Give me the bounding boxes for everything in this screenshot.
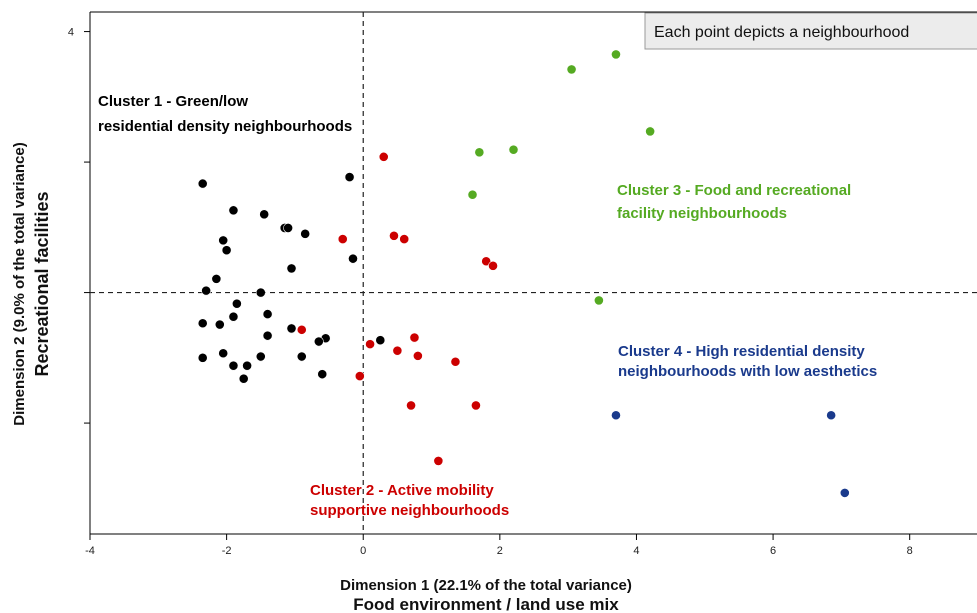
x-tick-label: -2 bbox=[222, 545, 232, 557]
plot-frame bbox=[89, 11, 977, 535]
cluster-1-point bbox=[300, 228, 311, 239]
cluster-1-point bbox=[283, 223, 293, 233]
cluster-2-points bbox=[296, 151, 498, 466]
cluster-3-label-line2: facility neighbourhoods bbox=[617, 205, 787, 222]
cluster-4-label: Cluster 4 - High residential density nei… bbox=[618, 343, 877, 380]
y-axis: 4 bbox=[68, 27, 90, 424]
cluster-1-point bbox=[197, 352, 208, 363]
cluster-1-label-line2: residential density neighbourhoods bbox=[98, 118, 352, 135]
cluster-2-label: Cluster 2 - Active mobility supportive n… bbox=[310, 482, 509, 519]
cluster-2-label-line2: supportive neighbourhoods bbox=[310, 502, 509, 519]
cluster-1-label: Cluster 1 - Green/low residential densit… bbox=[98, 93, 352, 135]
cluster-1-point bbox=[211, 273, 222, 284]
cluster-3-point bbox=[566, 64, 577, 75]
cluster-3-point bbox=[611, 49, 621, 60]
cluster-2-label-line1: Cluster 2 - Active mobility bbox=[310, 482, 494, 499]
x-axis: -4 -2 0 2 4 6 8 bbox=[85, 534, 913, 557]
cluster-1-point bbox=[228, 311, 239, 322]
cluster-1-point bbox=[262, 309, 273, 320]
x-tick-label: 8 bbox=[907, 545, 913, 557]
cluster-2-point bbox=[412, 350, 423, 361]
cluster-1-point bbox=[214, 319, 225, 330]
cluster-2-point bbox=[488, 260, 498, 271]
cluster-1-point bbox=[259, 209, 270, 220]
x-tick-label: -4 bbox=[85, 545, 95, 557]
cluster-1-point bbox=[286, 323, 297, 334]
cluster-3-label-line1: Cluster 3 - Food and recreational bbox=[617, 182, 851, 199]
note-text: Each point depicts a neighbourhood bbox=[654, 24, 909, 41]
cluster-4-label-line2: neighbourhoods with low aesthetics bbox=[618, 363, 877, 380]
cluster-2-point bbox=[433, 456, 444, 466]
cluster-1-point bbox=[231, 298, 242, 309]
cluster-1-point bbox=[197, 178, 208, 189]
cluster-3-point bbox=[474, 147, 485, 158]
cluster-1-label-line1: Cluster 1 - Green/low bbox=[98, 93, 248, 110]
cluster-1-point bbox=[286, 263, 297, 274]
cluster-1-point bbox=[317, 369, 328, 380]
y-tick-label: 4 bbox=[68, 27, 74, 39]
cluster-4-points bbox=[611, 410, 850, 498]
cluster-3-point bbox=[508, 144, 519, 155]
x-tick-label: 6 bbox=[770, 545, 776, 557]
cluster-3-label: Cluster 3 - Food and recreational facili… bbox=[617, 182, 851, 222]
cluster-2-point bbox=[296, 324, 307, 335]
cluster-2-point bbox=[406, 400, 416, 411]
cluster-1-point bbox=[228, 360, 239, 371]
x-tick-label: 4 bbox=[633, 545, 639, 557]
cluster-3-point bbox=[645, 126, 656, 137]
cluster-2-point bbox=[365, 339, 375, 350]
x-tick-label: 2 bbox=[497, 545, 503, 557]
cluster-1-point bbox=[262, 330, 273, 341]
cluster-3-points bbox=[467, 49, 656, 306]
cluster-2-point bbox=[471, 400, 481, 411]
cluster-2-point bbox=[399, 234, 410, 244]
cluster-4-label-line1: Cluster 4 - High residential density bbox=[618, 343, 865, 360]
cluster-1-points bbox=[197, 172, 386, 384]
cluster-3-point bbox=[467, 189, 478, 200]
cluster-1-point bbox=[201, 285, 212, 296]
y-axis-title: Dimension 2 (9.0% of the total variance) bbox=[11, 142, 28, 425]
cluster-1-point bbox=[255, 351, 266, 362]
y-axis-subtitle: Recreational facilities bbox=[32, 191, 52, 376]
cluster-2-point bbox=[337, 234, 348, 244]
reference-lines bbox=[90, 12, 977, 534]
cluster-2-point bbox=[450, 356, 461, 367]
cluster-4-point bbox=[839, 487, 850, 498]
cluster-1-point bbox=[218, 348, 229, 359]
cluster-4-point bbox=[826, 410, 837, 421]
x-axis-subtitle: Food environment / land use mix bbox=[353, 595, 619, 613]
cluster-2-point bbox=[354, 371, 365, 381]
cluster-1-point bbox=[255, 287, 266, 298]
cluster-2-point bbox=[481, 256, 492, 267]
cluster-1-point bbox=[197, 318, 208, 329]
cluster-2-point bbox=[389, 230, 399, 241]
cluster-1-point bbox=[313, 336, 324, 347]
cluster-1-point bbox=[242, 360, 253, 371]
cluster-1-point bbox=[228, 205, 239, 216]
cluster-1-point bbox=[296, 351, 307, 362]
cluster-4-point bbox=[611, 410, 621, 421]
x-axis-title: Dimension 1 (22.1% of the total variance… bbox=[340, 577, 632, 594]
note-box: Each point depicts a neighbourhood bbox=[644, 12, 977, 50]
cluster-1-point bbox=[221, 245, 232, 256]
cluster-1-point bbox=[344, 172, 355, 182]
cluster-2-point bbox=[392, 345, 403, 356]
cluster-1-point bbox=[375, 335, 386, 346]
cluster-1-point bbox=[218, 235, 229, 246]
cluster-1-point bbox=[348, 253, 358, 264]
cluster-2-point bbox=[409, 332, 420, 343]
cluster-3-point bbox=[593, 295, 604, 306]
note-box-background bbox=[644, 12, 977, 50]
cluster-2-point bbox=[378, 151, 389, 162]
cluster-1-point bbox=[238, 373, 249, 384]
x-tick-label: 0 bbox=[360, 545, 366, 557]
data-points bbox=[197, 49, 850, 498]
